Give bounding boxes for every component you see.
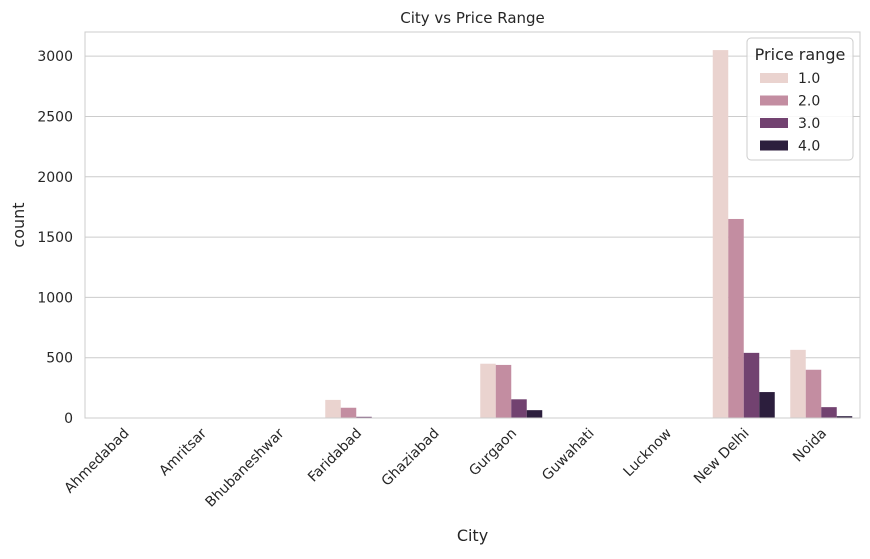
x-tick-label: Gurgaon (466, 426, 520, 480)
y-tick-label: 0 (64, 411, 73, 427)
legend-items: 1.0 2.0 3.0 4.0 (760, 71, 820, 155)
bar (836, 416, 853, 418)
bar (480, 363, 496, 418)
grid-lines (85, 55, 860, 419)
legend-swatch (760, 118, 788, 128)
bar (511, 399, 527, 418)
bar (356, 416, 372, 418)
x-tick-label: Noida (790, 426, 830, 466)
bar (495, 364, 512, 418)
y-tick-label: 1500 (37, 230, 73, 246)
legend-label: 4.0 (798, 139, 820, 155)
x-tick-label: New Delhi (691, 426, 753, 488)
bar (526, 410, 543, 418)
y-tick-label: 3000 (37, 49, 73, 65)
legend-swatch (760, 95, 788, 106)
x-tick-label: Ahmedabad (61, 426, 132, 497)
y-tick-label: 2500 (37, 109, 73, 125)
bar (325, 399, 341, 418)
x-tick-label: Lucknow (621, 426, 676, 481)
bar (340, 407, 357, 418)
legend-label: 1.0 (798, 71, 820, 87)
legend-title: Price range (755, 45, 846, 64)
legend-swatch (760, 73, 788, 83)
x-tick-label: Guwahati (539, 426, 597, 484)
y-tick-label: 1000 (37, 290, 73, 306)
bar (805, 369, 822, 418)
legend-swatch (760, 140, 788, 151)
x-axis-label: City (457, 526, 488, 545)
bars (325, 50, 853, 418)
x-tick-label: Faridabad (305, 426, 365, 486)
plot-frame (84, 31, 861, 419)
y-tick-label: 2000 (37, 170, 73, 186)
bar (743, 352, 760, 418)
x-tick-label: Bhubaneshwar (203, 425, 288, 510)
bar (821, 407, 837, 418)
bar (712, 50, 729, 418)
legend: Price range 1.0 2.0 3.0 4.0 (746, 37, 854, 161)
bar (790, 349, 806, 418)
chart-title: City vs Price Range (400, 9, 545, 27)
legend-box (746, 37, 854, 161)
bar (759, 392, 775, 418)
x-tick-label: Ghaziabad (379, 426, 443, 490)
y-tick-labels: 0 500 1000 1500 2000 2500 3000 (37, 49, 73, 427)
legend-label: 2.0 (798, 94, 820, 110)
legend-label: 3.0 (798, 116, 820, 132)
y-axis-label: count (9, 202, 28, 247)
bar (728, 218, 744, 418)
y-tick-label: 500 (46, 351, 73, 367)
x-tick-label: Amritsar (156, 425, 210, 479)
